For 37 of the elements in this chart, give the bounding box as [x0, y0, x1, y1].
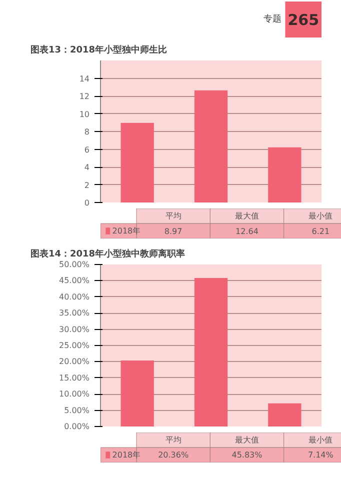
y-tick-label: 12 [79, 92, 90, 101]
y-tick-label: 6 [84, 145, 90, 154]
data-label: 6.21 [312, 227, 330, 236]
legend-label: 2018年 [112, 226, 141, 236]
y-tick-label: 0 [84, 198, 90, 208]
y-tick-label: 30.00% [58, 324, 90, 334]
x-tick-label: 最小值 [308, 436, 333, 444]
y-tick-label: 45.00% [58, 276, 90, 286]
y-tick-label: 0.00% [64, 422, 90, 431]
y-tick-label: 35.00% [58, 308, 90, 318]
x-tick-label: 平均 [165, 436, 182, 444]
data-label: 7.14% [308, 450, 334, 460]
y-tick-label: 5.00% [64, 406, 90, 415]
data-label: 8.97 [164, 227, 182, 236]
chart-title: 图表14：2018年小型独中教师离职率 [30, 248, 186, 260]
y-tick-label: 40.00% [58, 292, 90, 302]
y-tick-label: 10 [79, 110, 90, 119]
legend-label: 2018年 [112, 450, 141, 460]
y-tick-label: 25.00% [58, 341, 90, 350]
text: 265 [288, 11, 320, 29]
x-tick-label: 最大值 [235, 436, 259, 444]
data-label: 45.83% [232, 450, 263, 460]
x-tick-label: 最小值 [308, 212, 333, 220]
x-tick-label: 最大值 [235, 212, 259, 220]
x-tick-label: 平均 [165, 212, 182, 220]
y-tick-label: 50.00% [58, 260, 90, 269]
y-tick-label: 4 [84, 163, 90, 172]
y-tick-label: 8 [84, 128, 90, 136]
chart-title: 图表13：2018年小型独中师生比 [30, 44, 168, 56]
y-tick-label: 14 [79, 74, 90, 84]
y-tick-label: 20.00% [58, 357, 90, 366]
text: 专题 [263, 14, 282, 24]
y-tick-label: 10.00% [58, 390, 90, 399]
y-tick-label: 2 [84, 180, 90, 190]
y-tick-label: 15.00% [58, 373, 90, 382]
data-label: 20.36% [158, 450, 189, 460]
data-label: 12.64 [236, 227, 258, 236]
